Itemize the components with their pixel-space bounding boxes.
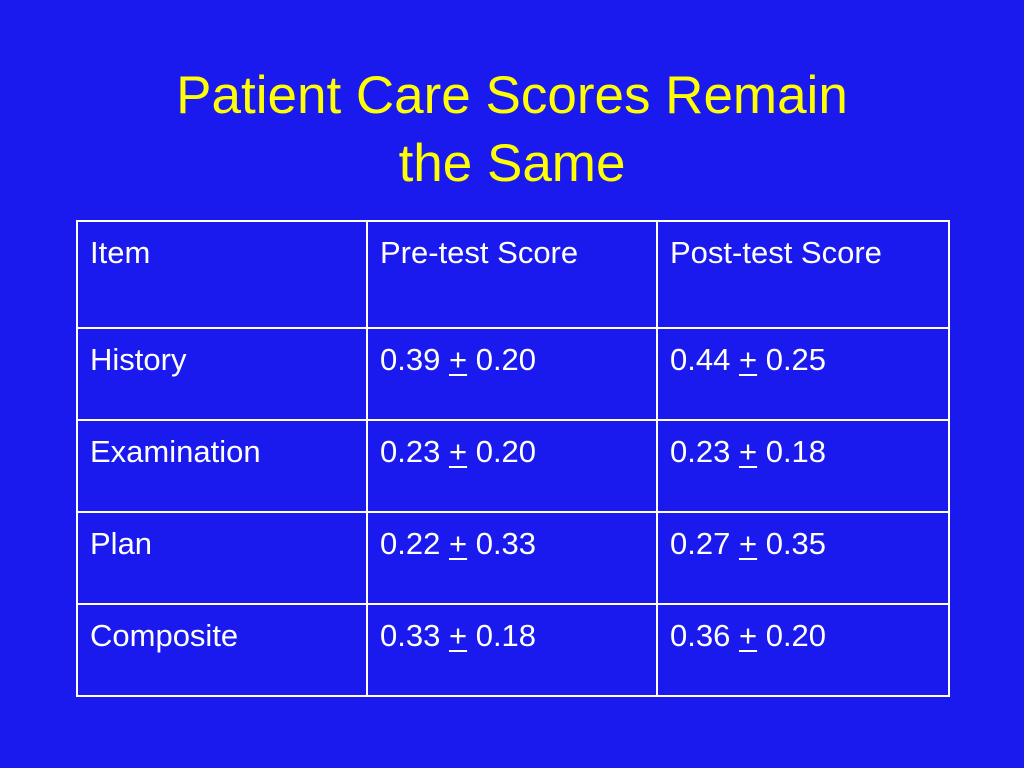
pre-test-value: 0.39 + 0.20 xyxy=(366,327,658,421)
header-post-test-score: Post-test Score xyxy=(656,220,950,329)
table-header-row: Item Pre-test Score Post-test Score xyxy=(76,220,950,329)
pre-test-value: 0.33 + 0.18 xyxy=(366,603,658,697)
table-row: Examination 0.23 + 0.20 0.23 + 0.18 xyxy=(76,419,950,513)
plus-minus-sign: + xyxy=(448,618,468,653)
pre-test-value: 0.22 + 0.33 xyxy=(366,511,658,605)
slide-title: Patient Care Scores Remain the Same xyxy=(0,62,1024,198)
table-row: Composite 0.33 + 0.18 0.36 + 0.20 xyxy=(76,603,950,697)
plus-minus-sign: + xyxy=(448,342,468,377)
pre-test-value: 0.23 + 0.20 xyxy=(366,419,658,513)
post-test-value: 0.23 + 0.18 xyxy=(656,419,950,513)
plus-minus-sign: + xyxy=(738,434,758,469)
slide-title-line-1: Patient Care Scores Remain xyxy=(176,66,848,125)
scores-table: Item Pre-test Score Post-test Score Hist… xyxy=(76,220,950,697)
row-item-label: Composite xyxy=(76,603,368,697)
row-item-label: History xyxy=(76,327,368,421)
row-item-label: Plan xyxy=(76,511,368,605)
row-item-label: Examination xyxy=(76,419,368,513)
post-test-value: 0.27 + 0.35 xyxy=(656,511,950,605)
slide-title-line-2: the Same xyxy=(398,134,626,193)
plus-minus-sign: + xyxy=(738,526,758,561)
plus-minus-sign: + xyxy=(738,342,758,377)
plus-minus-sign: + xyxy=(448,526,468,561)
table-row: Plan 0.22 + 0.33 0.27 + 0.35 xyxy=(76,511,950,605)
plus-minus-sign: + xyxy=(738,618,758,653)
header-item: Item xyxy=(76,220,368,329)
header-pre-test-score: Pre-test Score xyxy=(366,220,658,329)
post-test-value: 0.36 + 0.20 xyxy=(656,603,950,697)
post-test-value: 0.44 + 0.25 xyxy=(656,327,950,421)
plus-minus-sign: + xyxy=(448,434,468,469)
table-row: History 0.39 + 0.20 0.44 + 0.25 xyxy=(76,327,950,421)
